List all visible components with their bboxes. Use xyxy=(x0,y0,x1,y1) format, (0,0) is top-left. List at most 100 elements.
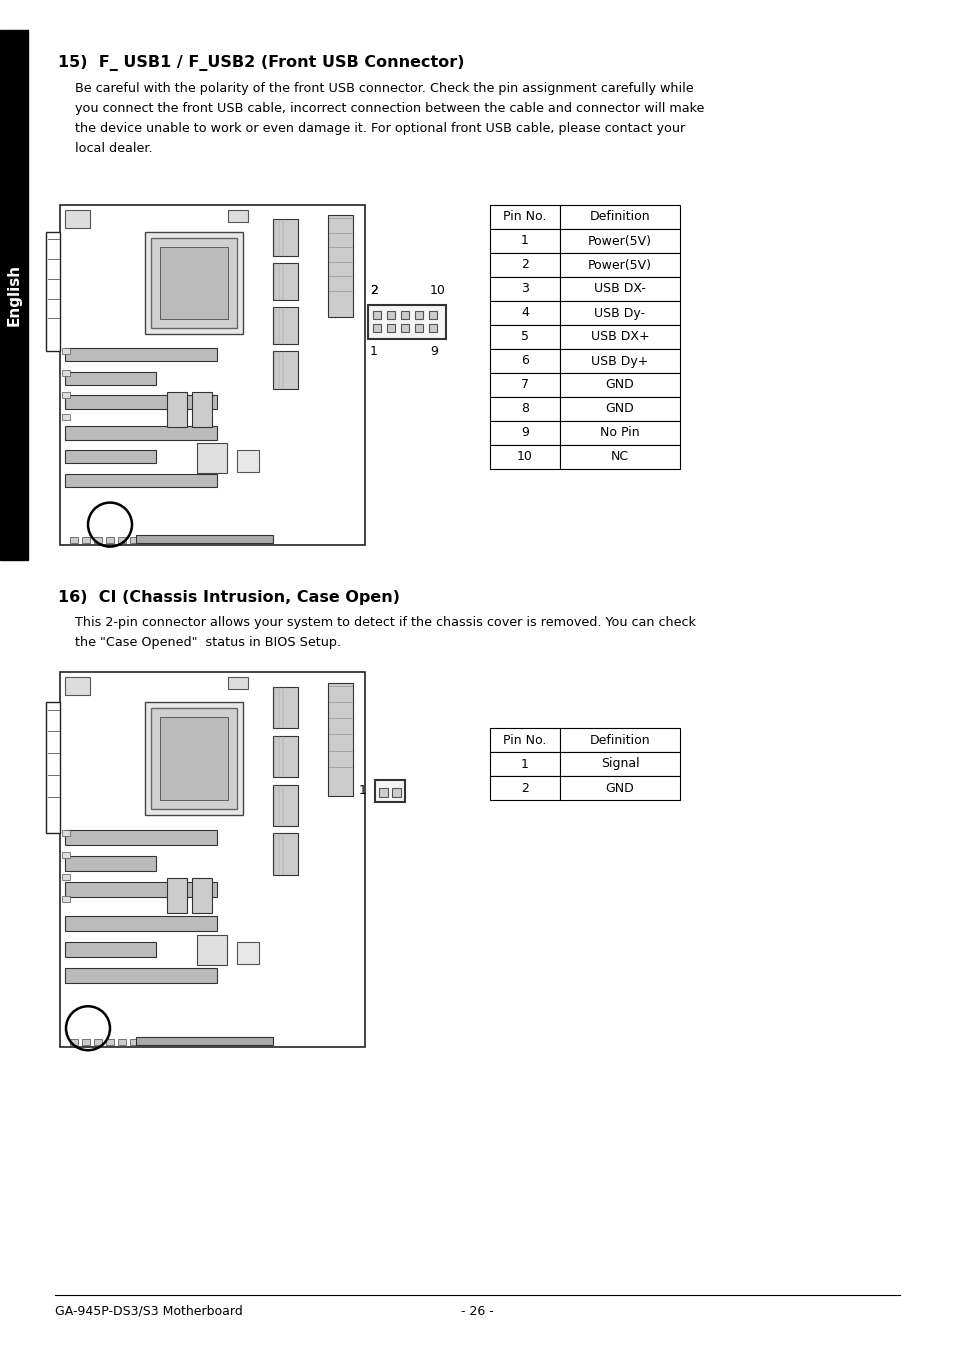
Bar xyxy=(378,788,388,796)
Bar xyxy=(70,537,78,544)
Text: Definition: Definition xyxy=(589,734,650,746)
Bar xyxy=(236,450,258,472)
Bar xyxy=(94,537,102,544)
Bar xyxy=(62,370,70,376)
Bar xyxy=(82,537,90,544)
Bar xyxy=(62,347,70,354)
Bar xyxy=(153,537,162,544)
Bar xyxy=(559,397,679,420)
Bar xyxy=(490,206,559,228)
Bar xyxy=(490,253,559,277)
Bar xyxy=(118,537,126,544)
Bar xyxy=(65,372,156,385)
Bar xyxy=(65,450,156,464)
Text: 1: 1 xyxy=(370,345,377,358)
Bar xyxy=(559,445,679,469)
Bar xyxy=(274,784,297,826)
Bar xyxy=(82,1038,90,1045)
Bar xyxy=(65,830,217,845)
Bar xyxy=(429,311,436,319)
Bar xyxy=(559,752,679,776)
Text: Be careful with the polarity of the front USB connector. Check the pin assignmen: Be careful with the polarity of the fron… xyxy=(75,82,693,95)
Text: 1: 1 xyxy=(520,757,528,771)
Bar xyxy=(387,324,395,333)
Bar xyxy=(559,727,679,752)
Bar xyxy=(490,752,559,776)
Bar xyxy=(142,537,150,544)
Bar xyxy=(167,879,187,913)
Bar xyxy=(153,1038,162,1045)
Bar xyxy=(65,915,217,930)
Text: GND: GND xyxy=(605,403,634,415)
Text: 6: 6 xyxy=(520,354,528,368)
Text: 1: 1 xyxy=(358,784,367,796)
Bar xyxy=(65,426,217,439)
Text: 8: 8 xyxy=(520,403,529,415)
Text: - 26 -: - 26 - xyxy=(460,1305,493,1318)
Bar xyxy=(373,324,380,333)
Text: 7: 7 xyxy=(520,379,529,392)
Bar xyxy=(559,420,679,445)
Bar xyxy=(274,352,297,388)
Bar xyxy=(400,324,409,333)
Bar xyxy=(559,277,679,301)
Bar xyxy=(152,708,236,808)
Bar xyxy=(559,206,679,228)
Text: This 2-pin connector allows your system to detect if the chassis cover is remove: This 2-pin connector allows your system … xyxy=(75,617,695,629)
Text: GND: GND xyxy=(605,379,634,392)
Bar xyxy=(415,311,422,319)
Bar xyxy=(274,262,297,300)
Text: USB DX+: USB DX+ xyxy=(590,330,649,343)
Bar xyxy=(274,687,297,729)
Text: 2: 2 xyxy=(520,258,528,272)
Bar xyxy=(490,349,559,373)
Bar xyxy=(60,206,365,545)
Text: USB Dy+: USB Dy+ xyxy=(591,354,648,368)
Bar xyxy=(106,537,113,544)
Bar xyxy=(192,392,212,427)
Bar xyxy=(65,347,217,361)
Bar xyxy=(328,215,353,318)
Text: USB Dy-: USB Dy- xyxy=(594,307,645,319)
Bar xyxy=(490,420,559,445)
Bar xyxy=(228,210,248,222)
Text: 2: 2 xyxy=(520,781,528,795)
Bar xyxy=(142,1038,150,1045)
Bar xyxy=(46,233,60,352)
Bar xyxy=(236,942,258,964)
Bar xyxy=(400,311,409,319)
Bar xyxy=(70,1038,78,1045)
Bar xyxy=(65,395,217,410)
Bar xyxy=(62,830,70,836)
Bar xyxy=(328,683,353,796)
Text: Pin No.: Pin No. xyxy=(503,734,546,746)
Bar xyxy=(559,349,679,373)
Bar xyxy=(490,228,559,253)
Bar xyxy=(197,934,227,964)
Bar xyxy=(65,942,156,957)
Bar xyxy=(274,735,297,777)
Bar xyxy=(94,1038,102,1045)
Bar xyxy=(375,780,405,802)
Bar xyxy=(274,833,297,875)
Text: 3: 3 xyxy=(520,283,528,296)
Text: Pin No.: Pin No. xyxy=(503,211,546,223)
Bar xyxy=(167,392,187,427)
Bar xyxy=(130,1038,138,1045)
Bar xyxy=(228,677,248,690)
Text: GND: GND xyxy=(605,781,634,795)
Bar xyxy=(65,968,217,983)
Bar xyxy=(392,788,400,796)
Bar xyxy=(490,445,559,469)
Bar xyxy=(62,414,70,420)
Bar xyxy=(160,247,228,319)
Text: the device unable to work or even damage it. For optional front USB cable, pleas: the device unable to work or even damage… xyxy=(75,122,684,135)
Bar xyxy=(373,311,380,319)
Text: Signal: Signal xyxy=(600,757,639,771)
Text: 16)  CI (Chassis Intrusion, Case Open): 16) CI (Chassis Intrusion, Case Open) xyxy=(58,589,399,604)
Bar xyxy=(490,373,559,397)
Text: 2: 2 xyxy=(370,284,377,297)
Bar xyxy=(65,210,90,228)
Text: USB DX-: USB DX- xyxy=(594,283,645,296)
Text: 15)  F_ USB1 / F_USB2 (Front USB Connector): 15) F_ USB1 / F_USB2 (Front USB Connecto… xyxy=(58,55,464,72)
